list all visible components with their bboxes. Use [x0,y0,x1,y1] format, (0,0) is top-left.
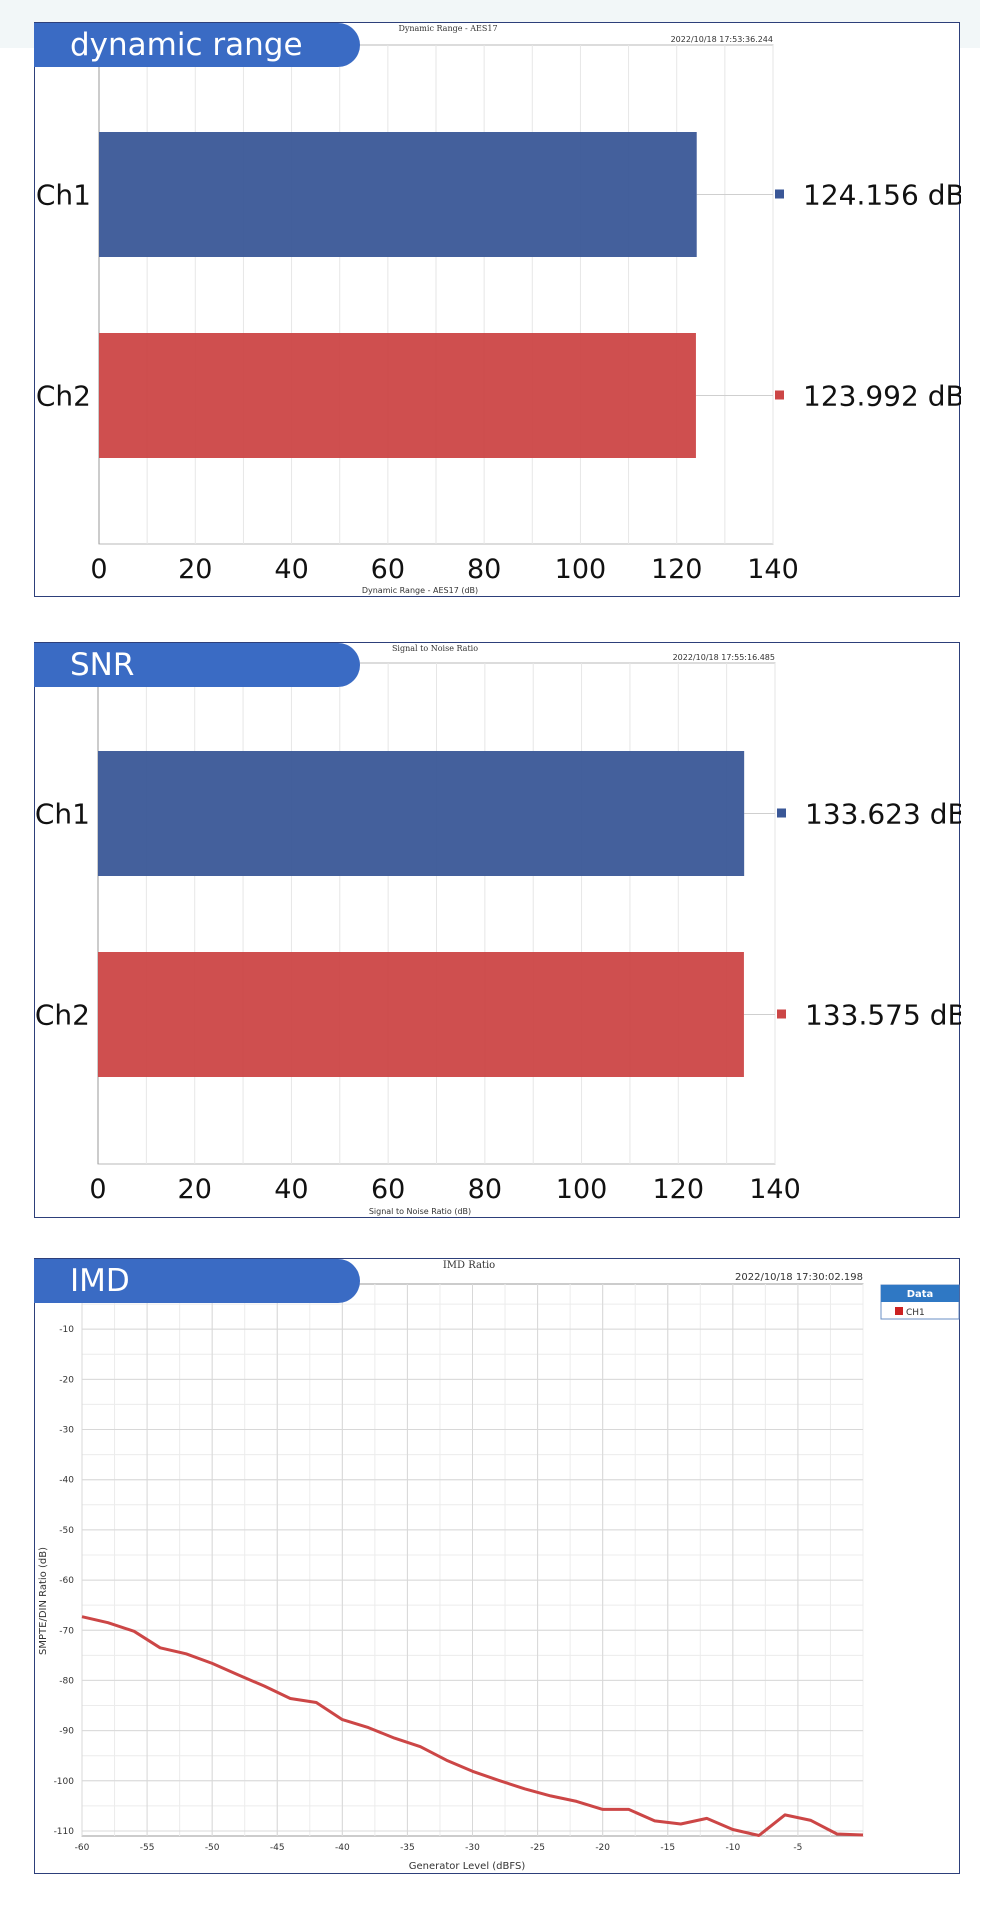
x-tick-label: 40 [274,1174,308,1205]
imd-panel: IMD IMD Ratio 2022/10/18 17:30:02.198 Ge… [34,1258,960,1874]
x-tick-label: -30 [465,1843,480,1853]
y-tick-label: -110 [54,1827,75,1837]
value-label: 124.156 dB [803,179,961,212]
x-tick-label: 100 [556,1174,608,1205]
x-tick-label: 80 [468,1174,502,1205]
x-tick-label: -60 [75,1843,90,1853]
y-tick-label: -30 [59,1426,74,1436]
snr-chart: Signal to Noise Ratio 2022/10/18 17:55:1… [35,644,961,1216]
x-tick-label: -45 [270,1843,285,1853]
category-label: Ch2 [36,380,91,413]
snr-panel: SNR Signal to Noise Ratio 2022/10/18 17:… [34,642,961,1218]
x-tick-label: -25 [530,1843,545,1853]
x-tick-label: 60 [371,1174,405,1205]
chart-title: IMD Ratio [443,1260,495,1271]
x-tick-label: -10 [725,1843,740,1853]
x-axis-label: Dynamic Range - AES17 (dB) [362,586,478,595]
y-tick-label: -50 [59,1526,74,1536]
value-label: 133.623 dB [805,798,961,831]
imd-label: IMD [34,1259,360,1303]
snr-label: SNR [34,643,360,687]
x-tick-label: 0 [89,1174,106,1205]
x-tick-label: 80 [467,554,501,585]
x-axis-label: Signal to Noise Ratio (dB) [369,1207,471,1216]
legend-item: CH1 [906,1308,925,1318]
bar-ch1 [99,132,697,257]
plot-area: 0 20 40 60 80 100 120 140 Ch1 124.156 dB Ch2 123.99… [36,44,961,585]
value-label: 123.992 dB [803,380,961,413]
bar-ch1 [98,751,745,876]
plot-area: 0 20 40 60 80 100 120 140 Ch1 133.623 dB Ch2 133.57… [35,662,961,1205]
x-tick-label: -15 [660,1843,675,1853]
dynamic-range-panel: dynamic range Dynamic Range - AES17 2022… [34,22,961,597]
x-tick-label: 60 [371,554,405,585]
value-marker [775,390,784,400]
y-tick-label: -20 [59,1375,74,1385]
value-marker [777,808,786,818]
category-label: Ch1 [36,179,91,212]
x-tick-label: -50 [205,1843,220,1853]
x-tick-label: 20 [178,1174,212,1205]
x-tick-label: 140 [747,554,799,585]
chart-title: Signal to Noise Ratio [392,644,478,653]
x-tick-label: 120 [653,1174,705,1205]
y-tick-label: -100 [54,1777,75,1787]
category-label: Ch1 [35,798,90,831]
bar-ch2 [98,952,744,1077]
y-tick-label: -10 [59,1325,74,1335]
value-marker [777,1009,786,1019]
y-tick-label: -40 [59,1476,74,1486]
x-tick-label: 140 [749,1174,801,1205]
x-tick-label: 40 [274,554,308,585]
category-label: Ch2 [35,999,90,1032]
y-tick-label: -60 [59,1576,74,1586]
x-tick-label: -55 [140,1843,155,1853]
legend-title: Data [907,1289,934,1300]
x-tick-label: 100 [555,554,607,585]
chart-timestamp: 2022/10/18 17:53:36.244 [671,35,773,44]
x-tick-label: 20 [178,554,212,585]
x-tick-label: 0 [90,554,107,585]
y-tick-label: -70 [59,1626,74,1636]
series-line-ch1 [81,1615,864,1837]
x-tick-label: -5 [793,1843,802,1853]
y-tick-label: -80 [59,1676,74,1686]
legend: Data CH1 [880,1284,960,1320]
x-tick-label: -35 [400,1843,415,1853]
bar-ch2 [99,333,696,458]
y-axis-label: SMPTE/DIN Ratio (dB) [38,1547,49,1655]
plot-area: -60 -55 -50 -45 -40 -35 -30 -25 -20 -15 -10 -5 -10 -2… [54,1283,864,1853]
legend-swatch [895,1307,903,1315]
chart-timestamp: 2022/10/18 17:30:02.198 [735,1272,863,1283]
x-tick-label: -20 [595,1843,610,1853]
dynamic-range-label: dynamic range [34,23,360,67]
value-label: 133.575 dB [805,999,961,1032]
x-tick-label: 120 [651,554,703,585]
legend-header [881,1285,959,1302]
dynamic-range-chart: Dynamic Range - AES17 2022/10/18 17:53:3… [36,24,961,595]
imd-chart: IMD Ratio 2022/10/18 17:30:02.198 Genera… [38,1260,960,1872]
x-tick-label: -40 [335,1843,350,1853]
value-marker [775,189,784,199]
x-axis-label: Generator Level (dBFS) [409,1861,526,1872]
chart-timestamp: 2022/10/18 17:55:16.485 [673,653,775,662]
chart-title: Dynamic Range - AES17 [398,24,497,33]
y-tick-label: -90 [59,1727,74,1737]
